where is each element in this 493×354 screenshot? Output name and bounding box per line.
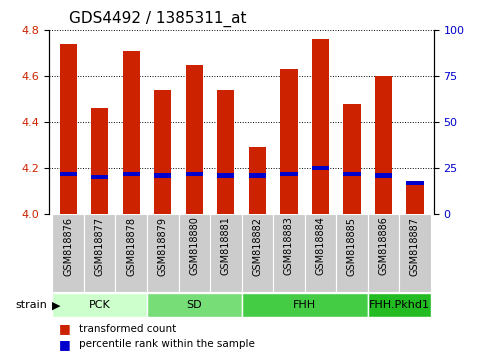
Bar bbox=[280, 172, 297, 176]
Text: GSM818883: GSM818883 bbox=[284, 217, 294, 275]
Text: GSM818880: GSM818880 bbox=[189, 217, 199, 275]
Bar bbox=[84, 214, 115, 292]
Bar bbox=[305, 214, 336, 292]
Bar bbox=[312, 39, 329, 214]
Text: GSM818887: GSM818887 bbox=[410, 217, 420, 275]
Bar bbox=[343, 172, 360, 176]
Bar bbox=[123, 51, 140, 214]
Bar bbox=[52, 214, 84, 292]
Text: GSM818876: GSM818876 bbox=[63, 217, 73, 275]
Bar bbox=[217, 90, 235, 214]
Text: GSM818879: GSM818879 bbox=[158, 217, 168, 275]
Text: GSM818878: GSM818878 bbox=[126, 217, 136, 275]
Bar bbox=[343, 104, 360, 214]
Text: GSM818881: GSM818881 bbox=[221, 217, 231, 275]
Text: GSM818886: GSM818886 bbox=[379, 217, 388, 275]
Text: GSM818885: GSM818885 bbox=[347, 217, 357, 275]
Bar bbox=[336, 214, 368, 292]
Bar bbox=[375, 173, 392, 178]
Bar bbox=[210, 214, 242, 292]
Bar bbox=[52, 293, 147, 317]
Bar bbox=[248, 173, 266, 178]
Bar bbox=[368, 214, 399, 292]
Bar bbox=[123, 172, 140, 176]
Bar bbox=[217, 173, 235, 178]
Bar bbox=[312, 166, 329, 170]
Bar bbox=[147, 214, 178, 292]
Text: percentile rank within the sample: percentile rank within the sample bbox=[79, 339, 255, 349]
Bar bbox=[91, 108, 108, 214]
Text: GSM818877: GSM818877 bbox=[95, 217, 105, 276]
Bar bbox=[368, 293, 431, 317]
Bar bbox=[178, 214, 210, 292]
Text: GDS4492 / 1385311_at: GDS4492 / 1385311_at bbox=[69, 11, 246, 27]
Text: GSM818884: GSM818884 bbox=[316, 217, 325, 275]
Bar bbox=[406, 181, 423, 185]
Bar bbox=[406, 184, 423, 214]
Bar bbox=[242, 214, 273, 292]
Bar bbox=[186, 172, 203, 176]
Bar bbox=[280, 69, 297, 214]
Bar bbox=[91, 175, 108, 179]
Bar bbox=[375, 76, 392, 214]
Text: PCK: PCK bbox=[89, 300, 110, 310]
Text: transformed count: transformed count bbox=[79, 324, 176, 333]
Bar bbox=[60, 172, 77, 176]
Bar bbox=[154, 90, 172, 214]
Text: SD: SD bbox=[186, 300, 202, 310]
Text: FHH.Pkhd1: FHH.Pkhd1 bbox=[369, 300, 430, 310]
Bar bbox=[115, 214, 147, 292]
Text: GSM818882: GSM818882 bbox=[252, 217, 262, 275]
Bar bbox=[399, 214, 431, 292]
Bar bbox=[242, 293, 368, 317]
Text: FHH: FHH bbox=[293, 300, 316, 310]
Bar bbox=[248, 147, 266, 214]
Bar bbox=[147, 293, 242, 317]
Bar bbox=[186, 64, 203, 214]
Text: strain: strain bbox=[15, 300, 47, 310]
Text: ■: ■ bbox=[59, 322, 71, 335]
Bar bbox=[154, 173, 172, 178]
Text: ▶: ▶ bbox=[52, 300, 60, 310]
Bar bbox=[273, 214, 305, 292]
Text: ■: ■ bbox=[59, 338, 71, 350]
Bar bbox=[60, 44, 77, 214]
